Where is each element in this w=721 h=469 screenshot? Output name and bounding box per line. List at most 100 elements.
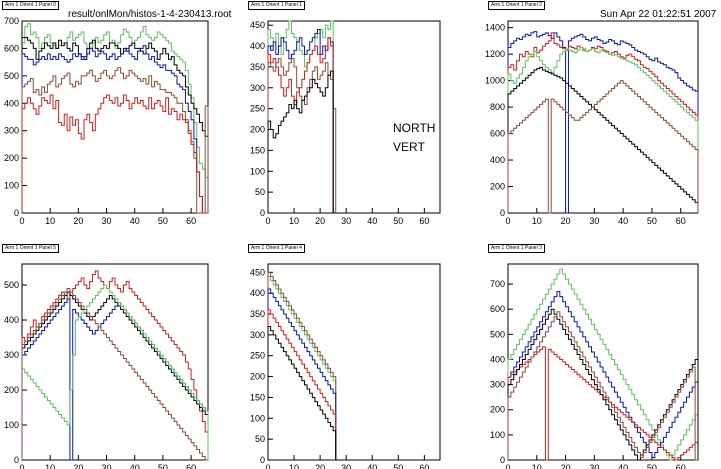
x-tick-label: 30 bbox=[341, 216, 351, 226]
y-tick-label: 1400 bbox=[485, 23, 505, 33]
histogram-series-brown bbox=[507, 311, 698, 461]
x-tick-label: 60 bbox=[676, 463, 686, 469]
y-tick-label: 0 bbox=[500, 455, 505, 465]
x-tick-label: 10 bbox=[45, 463, 55, 469]
plot-frame bbox=[267, 263, 441, 461]
x-tick-label: 30 bbox=[102, 216, 112, 226]
x-tick-label: 40 bbox=[130, 216, 140, 226]
x-tick-label: 60 bbox=[419, 463, 429, 469]
histogram-series-red bbox=[267, 37, 336, 214]
x-tick-label: 30 bbox=[589, 216, 599, 226]
y-tick-label: 200 bbox=[4, 385, 19, 395]
x-tick-label: 20 bbox=[315, 463, 325, 469]
histogram-series-brown bbox=[267, 271, 337, 460]
x-tick-label: 50 bbox=[647, 216, 657, 226]
y-tick-label: 200 bbox=[490, 182, 505, 192]
y-tick-label: 1200 bbox=[485, 49, 505, 59]
y-tick-label: 450 bbox=[250, 267, 265, 277]
y-tick-label: 100 bbox=[490, 430, 505, 440]
y-tick-label: 800 bbox=[490, 102, 505, 112]
plot-frame bbox=[21, 263, 209, 461]
y-tick-label: 100 bbox=[250, 166, 265, 176]
histogram-series-red bbox=[21, 270, 209, 460]
histogram-series-blue bbox=[507, 291, 699, 460]
histogram-series-black bbox=[21, 291, 209, 460]
x-tick-label: 50 bbox=[393, 463, 403, 469]
y-tick-label: 500 bbox=[4, 71, 19, 81]
x-tick-label: 40 bbox=[130, 463, 140, 469]
histogram-series-green bbox=[267, 276, 337, 460]
x-tick-label: 20 bbox=[73, 216, 83, 226]
x-tick-label: 30 bbox=[341, 463, 351, 469]
y-tick-label: 0 bbox=[500, 208, 505, 218]
panel-title: Arm 1 Orient 1 Panel 1 bbox=[248, 1, 305, 10]
x-tick-label: 0 bbox=[505, 216, 510, 226]
x-tick-label: 20 bbox=[561, 463, 571, 469]
y-tick-label: 0 bbox=[14, 455, 19, 465]
y-tick-label: 400 bbox=[250, 288, 265, 298]
x-tick-label: 60 bbox=[186, 463, 196, 469]
y-tick-label: 300 bbox=[4, 126, 19, 136]
x-tick-label: 40 bbox=[367, 463, 377, 469]
x-tick-label: 10 bbox=[289, 216, 299, 226]
y-tick-label: 400 bbox=[490, 354, 505, 364]
panel-title: Arm 1 Orient 1 Panel 3 bbox=[488, 244, 545, 253]
y-tick-label: 0 bbox=[14, 208, 19, 218]
histogram-series-black bbox=[267, 70, 336, 214]
x-tick-label: 10 bbox=[532, 463, 542, 469]
y-tick-label: 150 bbox=[250, 392, 265, 402]
histogram-series-green bbox=[507, 46, 699, 213]
x-tick-label: 30 bbox=[102, 463, 112, 469]
y-tick-label: 600 bbox=[490, 304, 505, 314]
y-tick-label: 100 bbox=[4, 420, 19, 430]
y-tick-label: 0 bbox=[260, 455, 265, 465]
y-tick-label: 300 bbox=[250, 330, 265, 340]
histogram-series-red bbox=[267, 309, 337, 460]
x-tick-label: 20 bbox=[73, 463, 83, 469]
x-tick-label: 50 bbox=[158, 463, 168, 469]
x-tick-label: 0 bbox=[265, 463, 270, 469]
x-tick-label: 50 bbox=[647, 463, 657, 469]
x-tick-label: 10 bbox=[45, 216, 55, 226]
vert-label: VERT bbox=[393, 140, 425, 154]
panel-title: Arm 1 Orient 1 Panel 0 bbox=[2, 1, 59, 10]
x-tick-label: 10 bbox=[289, 463, 299, 469]
y-tick-label: 400 bbox=[4, 315, 19, 325]
y-tick-label: 400 bbox=[250, 41, 265, 51]
y-tick-label: 150 bbox=[250, 145, 265, 155]
histogram-series-brown bbox=[21, 288, 208, 461]
y-tick-label: 400 bbox=[490, 155, 505, 165]
y-tick-label: 200 bbox=[490, 405, 505, 415]
y-tick-label: 250 bbox=[250, 104, 265, 114]
y-tick-label: 500 bbox=[4, 280, 19, 290]
y-tick-label: 100 bbox=[4, 181, 19, 191]
x-tick-label: 0 bbox=[19, 463, 24, 469]
panel-title: Arm 1 Orient 1 Panel 4 bbox=[248, 244, 305, 253]
x-tick-label: 10 bbox=[532, 216, 542, 226]
y-tick-label: 400 bbox=[4, 98, 19, 108]
histogram-series-brown bbox=[21, 67, 209, 214]
histogram-series-brown bbox=[507, 80, 699, 214]
histogram-series-black bbox=[267, 326, 337, 460]
histogram-series-black bbox=[507, 66, 699, 213]
x-tick-label: 50 bbox=[158, 216, 168, 226]
x-tick-label: 50 bbox=[393, 216, 403, 226]
date-label: Sun Apr 22 01:22:51 2007 bbox=[600, 9, 717, 20]
histogram-series-brown bbox=[267, 58, 337, 213]
y-tick-label: 0 bbox=[260, 208, 265, 218]
y-tick-label: 200 bbox=[4, 153, 19, 163]
y-tick-label: 600 bbox=[490, 129, 505, 139]
y-tick-label: 200 bbox=[250, 125, 265, 135]
y-tick-label: 300 bbox=[4, 350, 19, 360]
x-tick-label: 0 bbox=[19, 216, 24, 226]
y-tick-label: 50 bbox=[255, 434, 265, 444]
y-tick-label: 100 bbox=[250, 413, 265, 423]
histogram-series-red bbox=[21, 94, 208, 214]
x-tick-label: 30 bbox=[589, 463, 599, 469]
histogram-series-blue bbox=[507, 31, 699, 214]
histogram-series-red bbox=[507, 346, 699, 461]
y-tick-label: 50 bbox=[255, 187, 265, 197]
x-tick-label: 40 bbox=[618, 463, 628, 469]
x-tick-label: 20 bbox=[561, 216, 571, 226]
